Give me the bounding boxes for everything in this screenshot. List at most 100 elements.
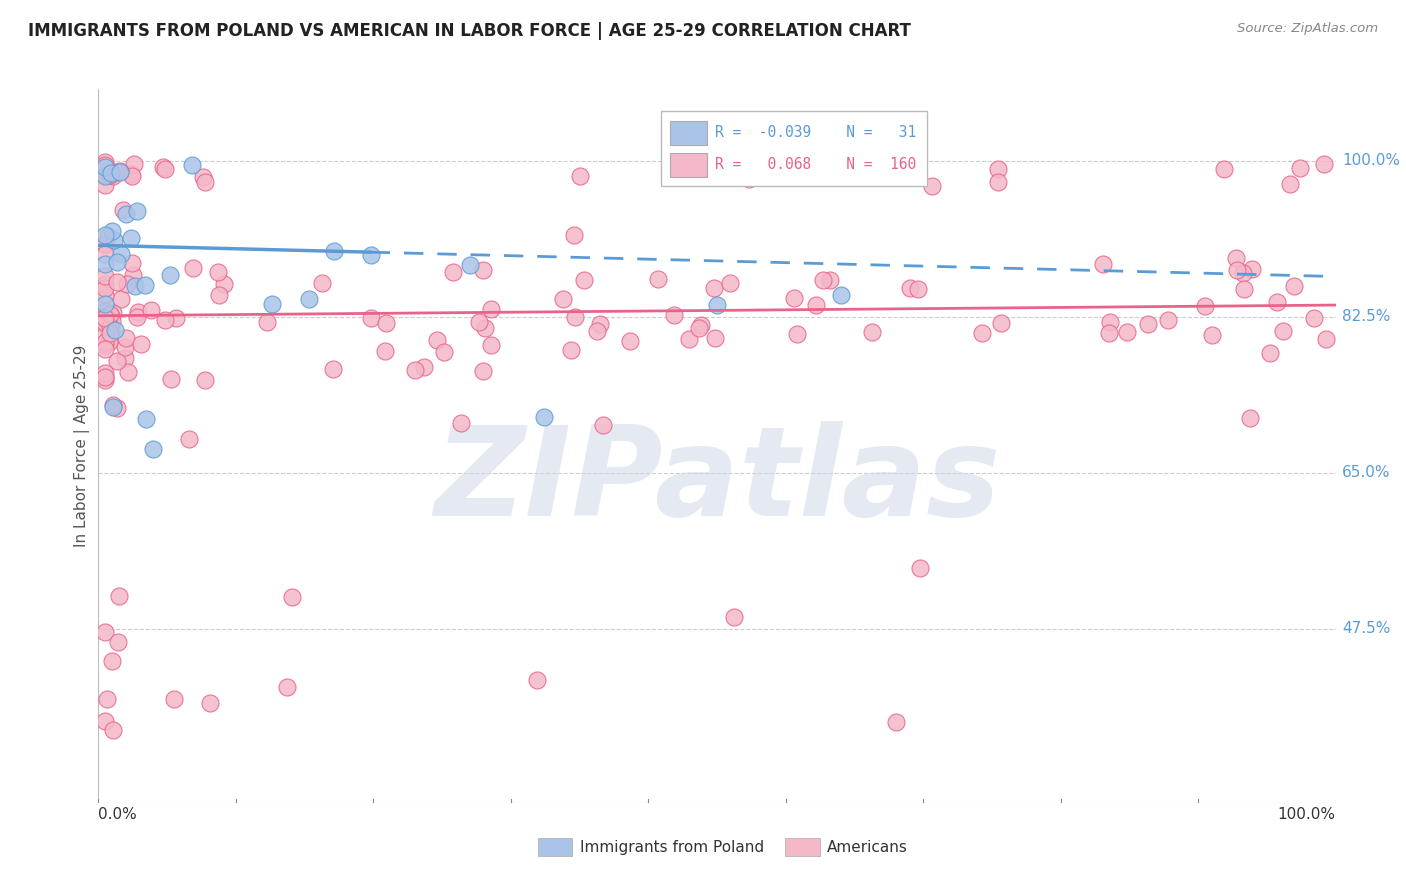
Point	[93, 311, 115, 326]
Point	[115, 331, 138, 345]
Point	[703, 280, 725, 294]
Point	[98, 168, 121, 182]
Point	[468, 315, 491, 329]
Text: R =  -0.039    N =   31: R = -0.039 N = 31	[714, 125, 915, 140]
Text: Immigrants from Poland: Immigrants from Poland	[579, 839, 763, 855]
Text: IMMIGRANTS FROM POLAND VS AMERICAN IN LABOR FORCE | AGE 25-29 CORRELATION CHART: IMMIGRANTS FROM POLAND VS AMERICAN IN LA…	[28, 22, 911, 40]
Point	[533, 410, 555, 425]
Point	[141, 302, 163, 317]
Point	[404, 363, 426, 377]
Point	[898, 281, 921, 295]
Bar	[537, 838, 572, 856]
Point	[93, 624, 115, 639]
FancyBboxPatch shape	[661, 111, 928, 186]
Point	[105, 275, 128, 289]
Point	[125, 204, 148, 219]
Point	[100, 310, 122, 324]
Point	[93, 303, 115, 318]
Point	[93, 314, 115, 328]
Point	[1302, 310, 1324, 325]
Point	[98, 320, 121, 334]
Point	[884, 715, 907, 730]
Point	[191, 170, 214, 185]
Point	[441, 265, 464, 279]
Text: 82.5%: 82.5%	[1341, 310, 1391, 324]
Point	[718, 276, 741, 290]
Point	[688, 321, 710, 335]
Point	[479, 337, 502, 351]
Point	[619, 334, 641, 348]
Point	[592, 417, 614, 432]
Point	[1226, 262, 1249, 277]
Point	[1284, 278, 1306, 293]
Point	[818, 273, 841, 287]
Point	[114, 351, 136, 366]
Point	[474, 320, 496, 334]
Point	[93, 227, 115, 242]
Point	[101, 723, 124, 737]
Point	[93, 334, 115, 349]
Point	[159, 268, 181, 282]
Point	[93, 237, 115, 252]
Point	[194, 175, 217, 189]
Point	[93, 373, 115, 387]
Point	[472, 263, 495, 277]
Point	[108, 165, 131, 179]
Point	[804, 298, 827, 312]
Point	[568, 169, 591, 183]
Text: 100.0%: 100.0%	[1278, 807, 1336, 822]
Point	[122, 156, 145, 170]
Point	[260, 297, 283, 311]
Point	[551, 292, 574, 306]
Point	[108, 590, 131, 604]
Text: 47.5%: 47.5%	[1341, 622, 1391, 636]
Point	[134, 278, 156, 293]
Point	[1258, 346, 1281, 360]
Point	[93, 316, 115, 330]
Point	[181, 260, 204, 275]
Point	[93, 277, 115, 291]
Point	[706, 298, 728, 312]
Point	[256, 316, 278, 330]
Point	[1313, 157, 1336, 171]
Point	[1136, 317, 1159, 331]
Point	[155, 161, 177, 176]
Point	[105, 165, 128, 179]
Point	[107, 353, 129, 368]
Point	[96, 692, 118, 706]
Point	[990, 316, 1012, 330]
Point	[375, 316, 398, 330]
Point	[921, 179, 943, 194]
Point	[93, 178, 115, 193]
Point	[1225, 252, 1247, 266]
Point	[1241, 262, 1264, 277]
Point	[281, 591, 304, 605]
Point	[723, 610, 745, 624]
Point	[110, 247, 132, 261]
Point	[101, 397, 124, 411]
Point	[526, 673, 548, 687]
Y-axis label: In Labor Force | Age 25-29: In Labor Force | Age 25-29	[75, 345, 90, 547]
Point	[1272, 324, 1295, 338]
Point	[987, 162, 1010, 177]
Point	[830, 288, 852, 302]
Point	[93, 168, 115, 182]
Point	[112, 202, 135, 217]
Point	[1213, 161, 1236, 176]
Point	[93, 169, 115, 183]
Point	[322, 244, 344, 258]
Point	[100, 654, 122, 668]
Point	[93, 237, 115, 252]
Text: Americans: Americans	[827, 839, 908, 855]
Point	[120, 231, 142, 245]
Point	[165, 310, 187, 325]
Point	[103, 169, 125, 183]
Point	[450, 417, 472, 431]
Point	[93, 366, 115, 380]
Point	[127, 305, 149, 319]
Point	[479, 301, 502, 316]
Point	[1201, 328, 1223, 343]
Point	[93, 338, 115, 352]
Point	[703, 331, 725, 345]
Point	[105, 401, 128, 415]
